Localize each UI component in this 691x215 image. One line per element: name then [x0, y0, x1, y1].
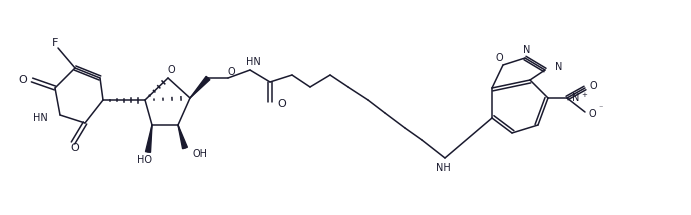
- Text: O: O: [227, 67, 235, 77]
- Text: N: N: [523, 45, 531, 55]
- Text: O: O: [167, 65, 175, 75]
- Text: O: O: [590, 81, 598, 91]
- Text: O: O: [277, 99, 286, 109]
- Text: N: N: [555, 62, 562, 72]
- Text: O: O: [495, 53, 503, 63]
- Polygon shape: [146, 125, 152, 152]
- Text: HO: HO: [138, 155, 153, 165]
- Text: OH: OH: [193, 149, 208, 159]
- Polygon shape: [178, 125, 187, 149]
- Text: NH: NH: [435, 163, 451, 173]
- Polygon shape: [190, 76, 210, 98]
- Text: N: N: [572, 93, 579, 103]
- Text: O: O: [18, 75, 27, 85]
- Text: HN: HN: [33, 113, 48, 123]
- Text: +: +: [581, 92, 587, 98]
- Text: O: O: [589, 109, 596, 119]
- Text: ⁻: ⁻: [598, 103, 603, 112]
- Text: O: O: [70, 143, 79, 153]
- Text: HN: HN: [245, 57, 261, 67]
- Text: F: F: [52, 38, 58, 48]
